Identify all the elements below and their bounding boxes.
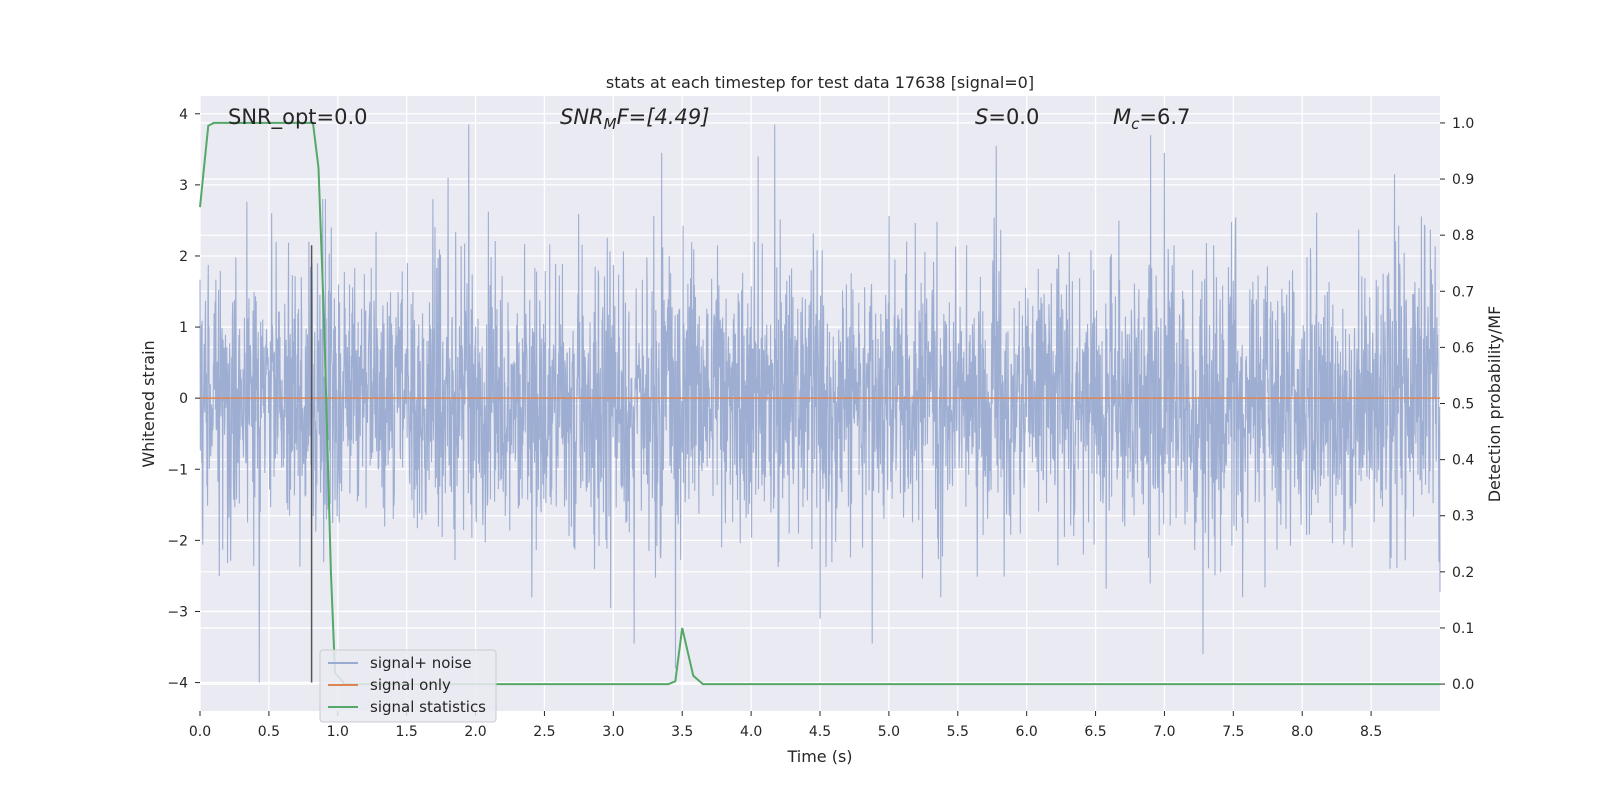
y-right-axis-label: Detection probability/MF xyxy=(1485,306,1504,503)
x-axis-label: Time (s) xyxy=(786,747,852,766)
y-axis-ticks: 4 3 2 1 0 −1 −2 −3 −4 xyxy=(167,107,200,692)
y-tick-label-3: 1 xyxy=(179,320,188,336)
x-axis-ticks: 0.0 0.5 1.0 1.5 2.0 2.5 3.0 3.5 4.0 4.5 5.0 5.5 6.0 6… xyxy=(189,711,1382,740)
y-tick-label-0: 4 xyxy=(179,107,188,123)
x-tick-label-12: 6.0 xyxy=(1016,724,1038,740)
x-tick-label-6: 3.0 xyxy=(602,724,624,740)
x-tick-label-17: 8.5 xyxy=(1360,724,1382,740)
x-tick-label-11: 5.5 xyxy=(947,724,969,740)
y-tick-label-4: 0 xyxy=(179,391,188,407)
y-right-tick-label-0: 1.0 xyxy=(1452,116,1474,132)
x-tick-label-9: 4.5 xyxy=(809,724,831,740)
annotation-mc: Mc=6.7 xyxy=(1113,105,1190,133)
y-tick-label-8: −4 xyxy=(167,676,188,692)
annotation-snr-opt: SNR_opt=0.0 xyxy=(228,105,368,130)
y-right-tick-label-1: 0.9 xyxy=(1452,172,1474,188)
y-tick-label-1: 3 xyxy=(179,178,188,194)
y-right-tick-label-9: 0.1 xyxy=(1452,621,1474,637)
legend-box xyxy=(319,649,497,723)
x-tick-label-2: 1.0 xyxy=(327,724,349,740)
annotations: SNR_opt=0.0 SNRMF=[4.49] S=0.0 Mc=6.7 xyxy=(228,105,1190,133)
y-tick-label-7: −3 xyxy=(167,604,188,620)
x-tick-label-16: 8.0 xyxy=(1291,724,1313,740)
x-tick-label-10: 5.0 xyxy=(878,724,900,740)
y-right-tick-label-3: 0.7 xyxy=(1452,284,1474,300)
x-tick-label-4: 2.0 xyxy=(464,724,486,740)
annotation-snr-mf: SNRMF=[4.49] xyxy=(560,105,709,133)
y-right-axis-ticks: 1.0 0.9 0.8 0.7 0.6 0.5 0.4 0.3 0.2 0.1 0.0 xyxy=(1440,116,1474,693)
x-tick-label-1: 0.5 xyxy=(258,724,280,740)
x-tick-label-15: 7.5 xyxy=(1222,724,1244,740)
x-tick-label-5: 2.5 xyxy=(533,724,555,740)
y-right-tick-label-7: 0.3 xyxy=(1452,509,1474,525)
x-tick-label-8: 4.0 xyxy=(740,724,762,740)
legend: signal+ noise signal only signal statist… xyxy=(319,649,497,723)
y-tick-label-6: −2 xyxy=(167,533,188,549)
x-tick-label-13: 6.5 xyxy=(1084,724,1106,740)
chart-title: stats at each timestep for test data 176… xyxy=(606,73,1034,92)
x-tick-label-14: 7.0 xyxy=(1153,724,1175,740)
y-right-tick-label-4: 0.6 xyxy=(1452,340,1474,356)
y-right-tick-label-6: 0.4 xyxy=(1452,453,1474,469)
y-right-tick-label-10: 0.0 xyxy=(1452,677,1474,693)
legend-label-signal-statistics: signal statistics xyxy=(370,698,486,716)
y-right-tick-label-2: 0.8 xyxy=(1452,228,1474,244)
strain-series-layer xyxy=(199,124,1441,683)
y-right-tick-label-5: 0.5 xyxy=(1452,397,1474,413)
y-right-tick-label-8: 0.2 xyxy=(1452,565,1474,581)
annotation-s-stat: S=0.0 xyxy=(975,105,1039,129)
y-axis-label: Whitened strain xyxy=(139,340,158,467)
x-tick-label-7: 3.5 xyxy=(671,724,693,740)
legend-label-signal-noise: signal+ noise xyxy=(370,654,472,672)
series-signal-noise-line xyxy=(199,124,1441,683)
x-tick-label-3: 1.5 xyxy=(396,724,418,740)
x-tick-label-0: 0.0 xyxy=(189,724,211,740)
legend-label-signal-only: signal only xyxy=(370,676,451,694)
y-tick-label-2: 2 xyxy=(179,249,188,265)
y-tick-label-5: −1 xyxy=(167,462,188,478)
